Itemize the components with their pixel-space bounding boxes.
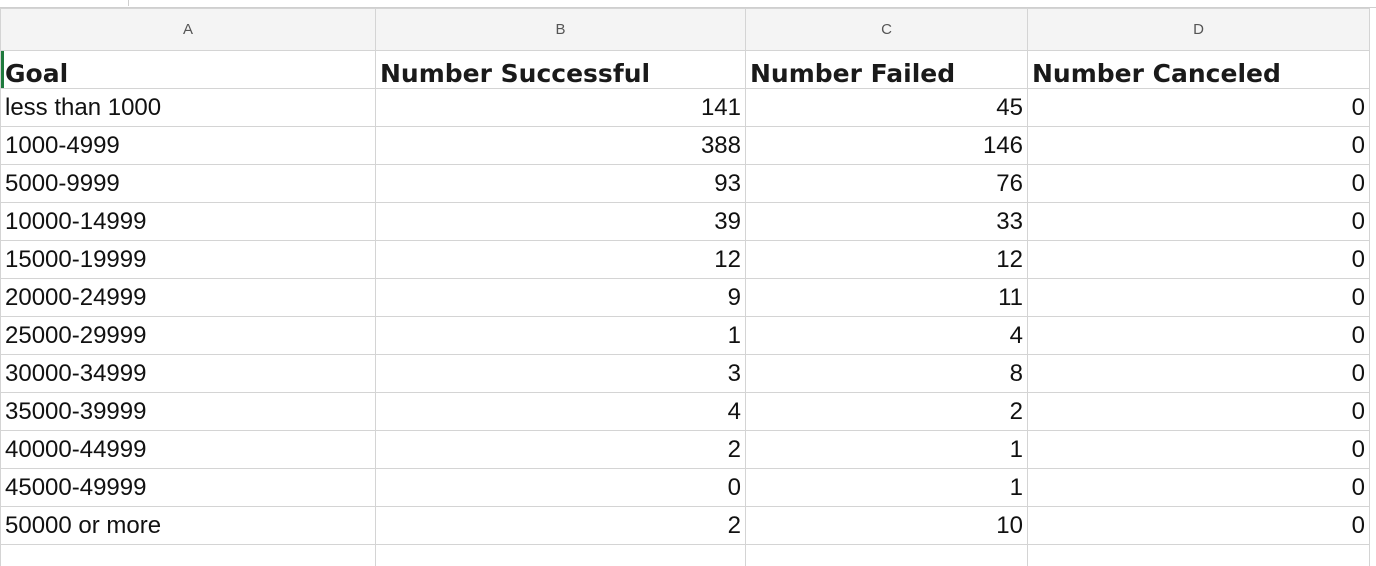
- cell-goal[interactable]: less than 1000: [0, 88, 376, 127]
- cell-successful[interactable]: 2: [375, 506, 746, 545]
- cell-header-failed[interactable]: Number Failed: [745, 50, 1028, 89]
- cell-header-canceled[interactable]: Number Canceled: [1027, 50, 1370, 89]
- cell-canceled[interactable]: 0: [1027, 392, 1370, 431]
- table-row: less than 1000 141 45 0: [0, 88, 1370, 127]
- table-row: 5000-9999 93 76 0: [0, 164, 1370, 203]
- cell-canceled[interactable]: 0: [1027, 316, 1370, 355]
- cell-successful[interactable]: 141: [375, 88, 746, 127]
- cell-canceled[interactable]: 0: [1027, 164, 1370, 203]
- table-row: 40000-44999 2 1 0: [0, 430, 1370, 469]
- cell-canceled[interactable]: 0: [1027, 278, 1370, 317]
- column-header-a[interactable]: A: [0, 8, 376, 51]
- cell-failed[interactable]: 146: [745, 126, 1028, 165]
- cell-successful[interactable]: 12: [375, 240, 746, 279]
- table-row: 15000-19999 12 12 0: [0, 240, 1370, 279]
- cell-goal[interactable]: 40000-44999: [0, 430, 376, 469]
- empty-row: [0, 544, 1370, 566]
- cell-failed[interactable]: 12: [745, 240, 1028, 279]
- cell-goal[interactable]: 10000-14999: [0, 202, 376, 241]
- cell-successful[interactable]: 93: [375, 164, 746, 203]
- cell-successful[interactable]: 388: [375, 126, 746, 165]
- cell-canceled[interactable]: 0: [1027, 126, 1370, 165]
- empty-cell[interactable]: [745, 544, 1028, 566]
- cell-successful[interactable]: 2: [375, 430, 746, 469]
- empty-cell[interactable]: [0, 544, 376, 566]
- column-header-c[interactable]: C: [745, 8, 1028, 51]
- cell-goal[interactable]: 45000-49999: [0, 468, 376, 507]
- empty-cell[interactable]: [1027, 544, 1370, 566]
- cell-canceled[interactable]: 0: [1027, 240, 1370, 279]
- table-row: 45000-49999 0 1 0: [0, 468, 1370, 507]
- table-row: 20000-24999 9 11 0: [0, 278, 1370, 317]
- cell-header-goal[interactable]: Goal: [0, 50, 376, 89]
- table-row: 1000-4999 388 146 0: [0, 126, 1370, 165]
- cell-canceled[interactable]: 0: [1027, 468, 1370, 507]
- cell-failed[interactable]: 1: [745, 430, 1028, 469]
- cell-header-successful[interactable]: Number Successful: [375, 50, 746, 89]
- cell-failed[interactable]: 8: [745, 354, 1028, 393]
- cell-failed[interactable]: 1: [745, 468, 1028, 507]
- cell-goal[interactable]: 1000-4999: [0, 126, 376, 165]
- cell-goal[interactable]: 25000-29999: [0, 316, 376, 355]
- table-row: 25000-29999 1 4 0: [0, 316, 1370, 355]
- cell-goal[interactable]: 30000-34999: [0, 354, 376, 393]
- cell-failed[interactable]: 45: [745, 88, 1028, 127]
- cell-canceled[interactable]: 0: [1027, 202, 1370, 241]
- empty-cell[interactable]: [375, 544, 746, 566]
- cell-canceled[interactable]: 0: [1027, 506, 1370, 545]
- cell-successful[interactable]: 9: [375, 278, 746, 317]
- cell-failed[interactable]: 2: [745, 392, 1028, 431]
- cell-failed[interactable]: 4: [745, 316, 1028, 355]
- cell-goal[interactable]: 20000-24999: [0, 278, 376, 317]
- cell-successful[interactable]: 0: [375, 468, 746, 507]
- cell-canceled[interactable]: 0: [1027, 354, 1370, 393]
- table-header-row: Goal Number Successful Number Failed Num…: [0, 50, 1370, 89]
- column-header-b[interactable]: B: [375, 8, 746, 51]
- cell-failed[interactable]: 10: [745, 506, 1028, 545]
- cell-successful[interactable]: 3: [375, 354, 746, 393]
- cell-failed[interactable]: 11: [745, 278, 1028, 317]
- table-row: 30000-34999 3 8 0: [0, 354, 1370, 393]
- cell-goal[interactable]: 15000-19999: [0, 240, 376, 279]
- cell-successful[interactable]: 39: [375, 202, 746, 241]
- formula-bar-edge: [0, 0, 1376, 8]
- table-row: 10000-14999 39 33 0: [0, 202, 1370, 241]
- cell-successful[interactable]: 1: [375, 316, 746, 355]
- cell-goal[interactable]: 5000-9999: [0, 164, 376, 203]
- table-row: 35000-39999 4 2 0: [0, 392, 1370, 431]
- column-header-row: A B C D: [0, 8, 1370, 51]
- table-row: 50000 or more 2 10 0: [0, 506, 1370, 545]
- cell-canceled[interactable]: 0: [1027, 430, 1370, 469]
- cell-failed[interactable]: 33: [745, 202, 1028, 241]
- cell-grid: A B C D Goal Number Successful Number Fa…: [0, 8, 1370, 566]
- cell-successful[interactable]: 4: [375, 392, 746, 431]
- cell-failed[interactable]: 76: [745, 164, 1028, 203]
- cell-goal[interactable]: 35000-39999: [0, 392, 376, 431]
- column-header-d[interactable]: D: [1027, 8, 1370, 51]
- cell-goal[interactable]: 50000 or more: [0, 506, 376, 545]
- cell-canceled[interactable]: 0: [1027, 88, 1370, 127]
